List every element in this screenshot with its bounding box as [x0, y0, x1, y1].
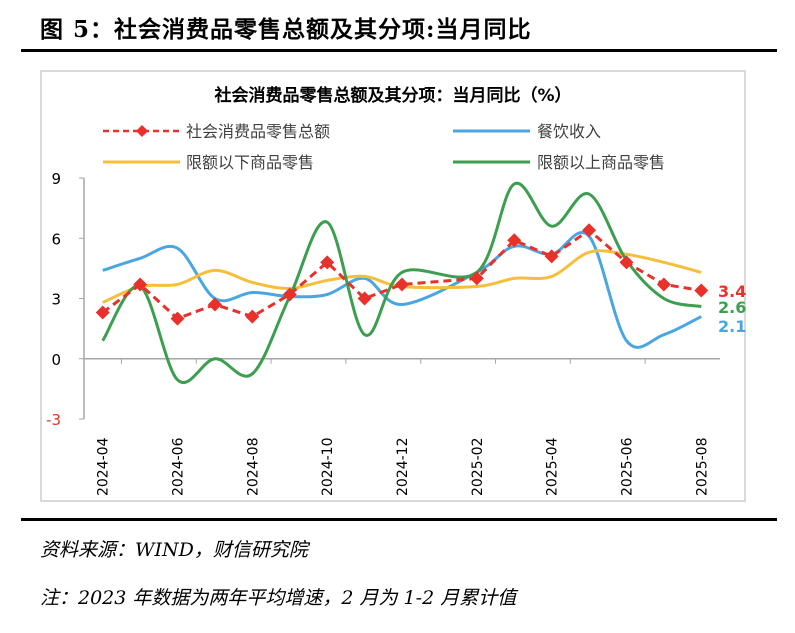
x-tick-label: 2024-12 [395, 438, 411, 497]
data-point-diamond [544, 249, 559, 264]
x-tick-label: 2025-04 [545, 437, 561, 496]
data-point-diamond [656, 277, 671, 292]
end-value-label: 2.6 [718, 298, 746, 317]
data-point-diamond [694, 283, 709, 298]
legend-label: 社会消费品零售总额 [186, 122, 330, 141]
data-point-diamond [619, 255, 634, 270]
x-tick-label: 2025-06 [619, 437, 635, 496]
series-line [102, 231, 702, 349]
x-tick-label: 2025-02 [470, 438, 486, 496]
y-tick-label: 6 [51, 230, 61, 248]
y-tick-label: 9 [51, 170, 61, 188]
chart-title: 社会消费品零售总额及其分项：当月同比（%） [213, 85, 571, 106]
data-point-diamond [395, 277, 409, 292]
top-rule [21, 49, 777, 52]
legend-diamond-icon [136, 125, 148, 137]
bottom-rule [21, 518, 777, 521]
x-tick-label: 2025-08 [694, 438, 710, 497]
y-tick-label: 0 [51, 351, 61, 369]
legend-label: 餐饮收入 [537, 122, 601, 141]
x-tick-label: 2024-10 [320, 438, 336, 497]
data-point-diamond [469, 271, 484, 286]
y-tick-label: -3 [46, 411, 61, 429]
x-tick-label: 2024-06 [171, 437, 187, 496]
series-line [101, 181, 702, 384]
note-text: 注：2023 年数据为两年平均增速，2 月为 1-2 月累计值 [40, 587, 517, 609]
data-point-diamond [133, 277, 148, 292]
data-point-diamond [582, 223, 597, 238]
source-text: 资料来源：WIND，财信研究院 [40, 539, 308, 561]
end-value-label: 2.1 [718, 317, 746, 336]
figure-title: 图 5：社会消费品零售总额及其分项:当月同比 [40, 16, 532, 43]
data-point-diamond [282, 287, 297, 302]
data-point-diamond [95, 305, 110, 320]
data-point-diamond [507, 233, 522, 248]
data-point-diamond [357, 291, 372, 306]
data-point-diamond [207, 297, 222, 312]
chart-frame [40, 70, 746, 502]
x-tick-label: 2024-04 [96, 437, 112, 496]
y-tick-label: 3 [51, 291, 61, 309]
data-point-diamond [245, 309, 260, 324]
x-tick-label: 2024-08 [245, 438, 261, 497]
axes: 9 6 3 0 -3 2024-04 2024-06 2024-08 2024-10 2024-1… [46, 170, 720, 496]
series-layer: 3.42.62.1 [95, 181, 746, 384]
series-line [101, 228, 702, 321]
legend-label: 限额以上商品零售 [537, 153, 665, 172]
series-line [102, 249, 702, 304]
end-value-label: 3.4 [718, 282, 746, 301]
data-point-diamond [320, 255, 335, 270]
data-point-diamond [170, 311, 185, 326]
legend-label: 限额以下商品零售 [186, 153, 314, 172]
